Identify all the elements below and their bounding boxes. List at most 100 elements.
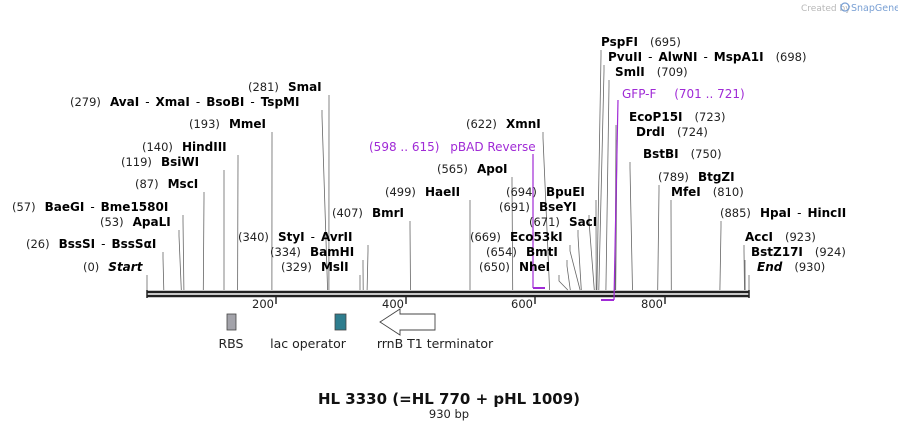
enzyme-pvuii-alwni-mspa1i[interactable]: PvuII - AlwNI - MspA1I (698): [608, 50, 807, 64]
enzyme-pspfi[interactable]: PspFI (695): [601, 35, 681, 49]
enzyme-position: (695): [650, 35, 681, 49]
enzyme-position: (0): [83, 260, 99, 274]
enzyme-mfei[interactable]: MfeI (810): [671, 185, 744, 199]
enzyme-position: (193): [189, 117, 220, 131]
enzyme-position: (698): [776, 50, 807, 64]
enzyme-name-end: End: [757, 260, 783, 274]
enzyme-bmri[interactable]: (407) BmrI: [332, 206, 404, 220]
enzyme-name-bsssi: BssSI: [59, 237, 96, 251]
enzyme-position: (334): [270, 245, 301, 259]
feature-lac-operator[interactable]: lac operator: [270, 313, 347, 351]
enzyme-bamhi-label: (334) BamHI: [270, 245, 354, 259]
enzyme-name-start: Start: [108, 260, 143, 274]
enzyme-hpai-hincii-leader: [719, 221, 722, 291]
enzyme-mmei[interactable]: (193) MmeI: [189, 117, 266, 131]
enzyme-avai-xmai-bsobi-tspmi[interactable]: (279) AvaI - XmaI - BsoBI - TspMI: [70, 95, 299, 109]
enzyme-nhei-leader: [558, 275, 569, 291]
enzyme-name-haeii: HaeII: [425, 185, 460, 199]
enzyme-position: (724): [677, 125, 708, 139]
enzyme-apali[interactable]: (53) ApaLI: [100, 215, 171, 229]
enzyme-drdi[interactable]: DrdI (724): [636, 125, 708, 139]
enzyme-separator: -: [250, 95, 254, 109]
enzyme-hpai-hincii[interactable]: (885) HpaI - HincII: [720, 206, 846, 220]
enzyme-nhei[interactable]: (650) NheI: [479, 260, 550, 274]
enzyme-smai[interactable]: (281) SmaI: [248, 80, 322, 94]
enzyme-bpuei[interactable]: (694) BpuEI: [506, 185, 585, 199]
enzyme-msli[interactable]: (329) MslI: [281, 260, 349, 274]
enzyme-bsssi-bsss-i-label: (26) BssSI - BssSαI: [26, 237, 156, 251]
enzyme-position: (691): [499, 200, 530, 214]
enzyme-name-avai: AvaI: [110, 95, 139, 109]
enzyme-name-mmei: MmeI: [229, 117, 266, 131]
enzyme-mfei-label: MfeI (810): [671, 185, 744, 199]
feature-rbs[interactable]: RBS: [219, 313, 244, 351]
enzyme-start[interactable]: (0) Start: [83, 260, 144, 274]
enzyme-separator: -: [101, 237, 105, 251]
enzyme-xmni[interactable]: (622) XmnI: [466, 117, 541, 131]
enzyme-btgzi-leader: [657, 185, 660, 291]
primer-pbad-reverse[interactable]: (598 .. 615) pBAD Reverse: [369, 140, 545, 289]
credit-brand: SnapGene: [851, 3, 898, 14]
enzyme-bamhi[interactable]: (334) BamHI: [270, 245, 354, 259]
enzyme-saci[interactable]: (671) SacI: [529, 215, 597, 229]
enzyme-bseyi[interactable]: (691) BseYI: [499, 200, 577, 214]
enzyme-position: (565): [437, 162, 468, 176]
primer-gfp-f[interactable]: GFP-F (701 .. 721): [601, 87, 745, 301]
enzyme-pvuii-alwni-mspa1i-label: PvuII - AlwNI - MspA1I (698): [608, 50, 807, 64]
enzyme-name-nhei: NheI: [519, 260, 550, 274]
enzyme-mmei-label: (193) MmeI: [189, 117, 266, 131]
enzyme-bstbi[interactable]: BstBI (750): [643, 147, 722, 161]
enzyme-name-avrii: AvrII: [321, 230, 353, 244]
enzyme-avai-xmai-bsobi-tspmi-label: (279) AvaI - XmaI - BsoBI - TspMI: [70, 95, 299, 109]
enzyme-name-bstbi: BstBI: [643, 147, 679, 161]
primer-pbad-reverse-range: (598 .. 615): [369, 140, 439, 154]
enzyme-position: (407): [332, 206, 363, 220]
axis-ticks: 200 400 600 800: [252, 296, 666, 311]
enzyme-name-mspa1i: MspA1I: [714, 50, 764, 64]
axis-tick-label-200: 200: [252, 297, 274, 311]
enzyme-apoi[interactable]: (565) ApoI: [437, 162, 508, 176]
enzyme-bsiwi[interactable]: (119) BsiWI: [121, 155, 199, 169]
enzyme-position: (26): [26, 237, 50, 251]
enzyme-position: (789): [658, 170, 689, 184]
credit-prefix: Created by: [801, 4, 851, 14]
enzyme-position: (885): [720, 206, 751, 220]
enzyme-saci-leader: [577, 230, 582, 291]
rbs-label: RBS: [219, 336, 244, 351]
enzyme-bstz17i[interactable]: BstZ17I (924): [751, 245, 846, 259]
lac-operator-box: [334, 313, 347, 331]
enzyme-position: (669): [470, 230, 501, 244]
enzyme-acci[interactable]: AccI (923): [745, 230, 816, 244]
enzyme-ecop15i[interactable]: EcoP15I (723): [629, 110, 725, 124]
enzyme-bmti[interactable]: (654) BmtI: [486, 245, 558, 259]
enzyme-bsssi-bsss-i[interactable]: (26) BssSI - BssSαI: [26, 237, 156, 251]
enzyme-end[interactable]: End (930): [757, 260, 825, 274]
enzyme-haeii[interactable]: (499) HaeII: [385, 185, 460, 199]
enzyme-pvuii-alwni-mspa1i-leader: [598, 65, 605, 291]
enzyme-apali-label: (53) ApaLI: [100, 215, 171, 229]
enzyme-xmni-label: (622) XmnI: [466, 117, 541, 131]
enzyme-hpai-hincii-label: (885) HpaI - HincII: [720, 206, 846, 220]
primer-pbad-reverse-label: (598 .. 615) pBAD Reverse: [369, 140, 536, 154]
enzyme-styi-avrii[interactable]: (340) StyI - AvrII: [238, 230, 352, 244]
enzyme-leader-lines: [146, 50, 750, 291]
feature-rrnb-t1-terminator[interactable]: rrnB T1 terminator: [377, 308, 494, 351]
enzyme-separator: -: [145, 95, 149, 109]
enzyme-name-bpuei: BpuEI: [546, 185, 585, 199]
enzyme-smli[interactable]: SmlI (709): [615, 65, 688, 79]
enzyme-smli-label: SmlI (709): [615, 65, 688, 79]
enzyme-name-bmri: BmrI: [372, 206, 404, 220]
enzyme-ecop15i-label: EcoP15I (723): [629, 110, 725, 124]
enzyme-apoi-leader: [511, 177, 514, 291]
enzyme-bmri-leader: [409, 221, 411, 291]
enzyme-baegi-bme1580i[interactable]: (57) BaeGI - Bme1580I: [12, 200, 168, 214]
enzyme-bstbi-leader: [629, 162, 633, 291]
enzyme-name-bsiwi: BsiWI: [161, 155, 199, 169]
primer-gfp-f-name: GFP-F: [622, 87, 657, 101]
enzyme-name-bstz17i: BstZ17I: [751, 245, 803, 259]
enzyme-btgzi[interactable]: (789) BtgZI: [658, 170, 735, 184]
enzyme-msci[interactable]: (87) MscI: [135, 177, 198, 191]
enzyme-hindiii[interactable]: (140) HindIII: [142, 140, 227, 154]
enzyme-eco53ki[interactable]: (669) Eco53kI: [470, 230, 563, 244]
enzyme-baegi-bme1580i-leader: [182, 215, 185, 291]
